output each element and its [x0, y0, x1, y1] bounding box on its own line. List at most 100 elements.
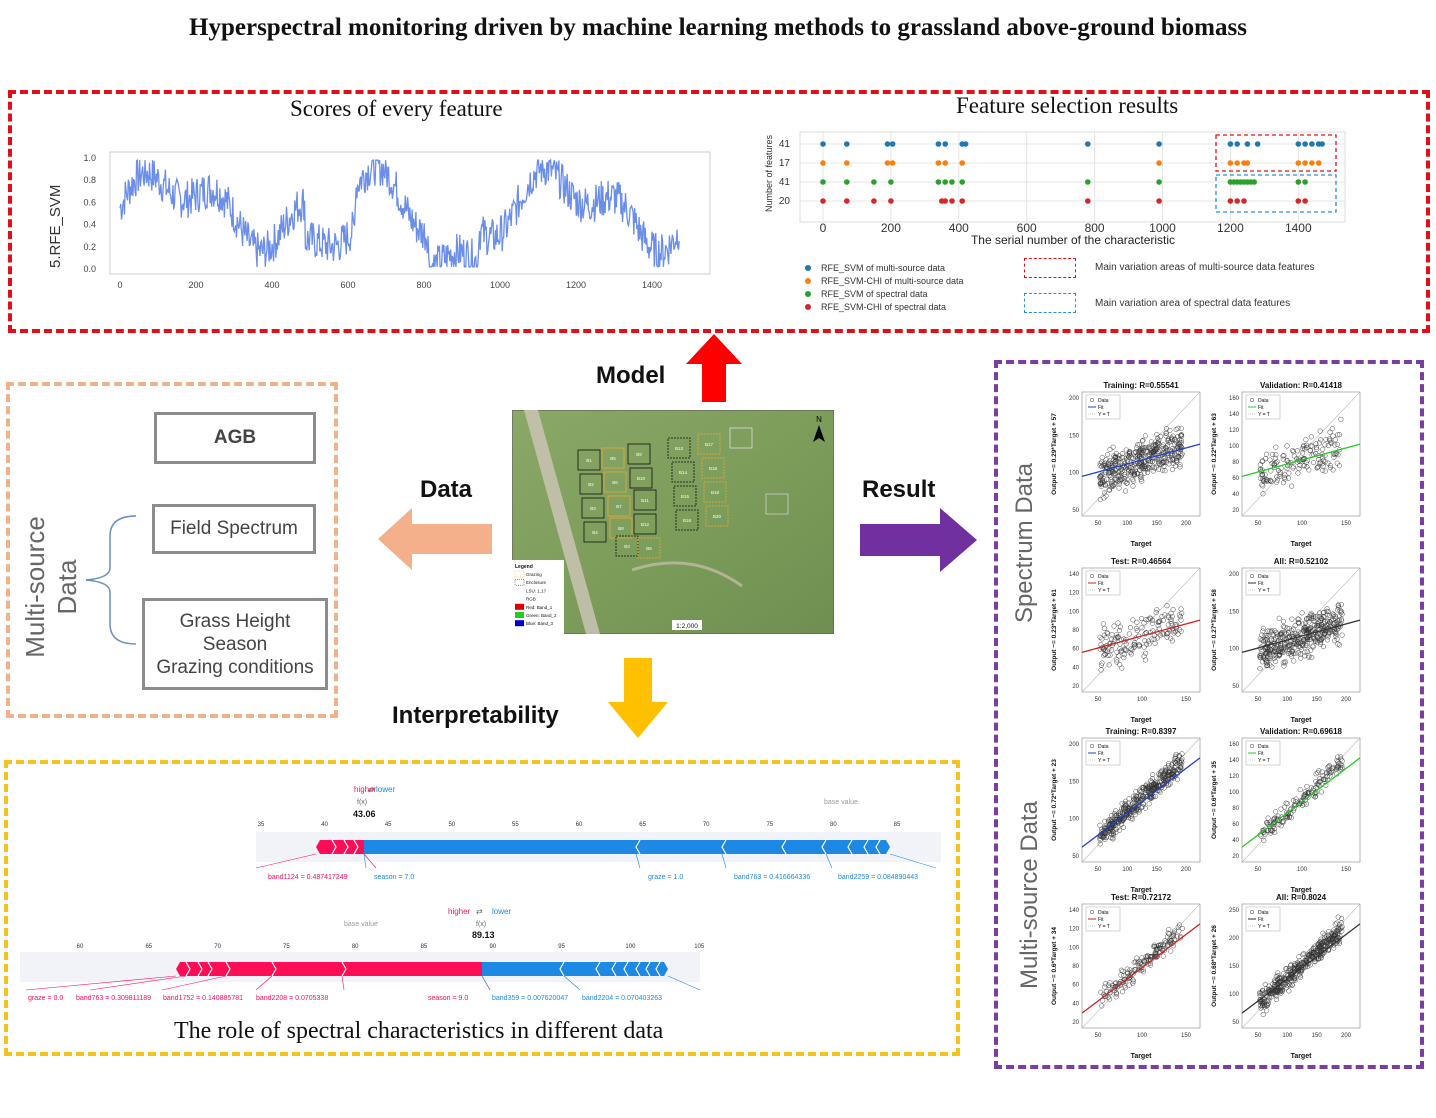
regression-point [1334, 451, 1340, 457]
fs-xlabel: The serial number of the characteristic [971, 233, 1175, 247]
regression-point [1322, 442, 1328, 448]
regression-legend-yt: Y = T [1098, 412, 1110, 418]
legend-blue-dashed-box [1024, 293, 1076, 313]
regression-point [1108, 474, 1114, 480]
map-plot [729, 427, 753, 449]
regression-point [1336, 432, 1343, 438]
fs-dot [935, 179, 942, 185]
fs-dot [1227, 198, 1234, 204]
fs-dot [820, 198, 826, 204]
regression-point [1278, 984, 1284, 990]
map-plot [765, 493, 789, 515]
regression-point [1313, 441, 1319, 447]
regression-point [1259, 632, 1265, 638]
regression-point [1259, 472, 1265, 478]
fs-dot [820, 160, 826, 166]
regression-ytick: 100 [1069, 945, 1080, 951]
fs-dot [942, 198, 948, 204]
map-plot-label: B3 [624, 544, 630, 549]
regression-point [1299, 642, 1305, 648]
regression-legend-yt: Y = T [1258, 588, 1270, 594]
regression-legend-yt: Y = T [1258, 758, 1270, 764]
regression-legend-yt: Y = T [1098, 588, 1110, 594]
map-plot-label: B16 [683, 518, 692, 523]
regression-point [1301, 951, 1307, 957]
regression-point [1273, 630, 1279, 636]
regression-xlabel: Target [1291, 541, 1313, 548]
shap2-tick: 60 [77, 944, 84, 950]
regression-point [1335, 432, 1341, 438]
fs-dot [888, 179, 894, 185]
regression-point [1177, 935, 1183, 941]
regression-point [1118, 460, 1124, 466]
regression-point [1175, 631, 1181, 637]
regression-point [1308, 647, 1314, 653]
fs-dot [820, 179, 826, 185]
regression-ytick: 150 [1069, 433, 1080, 439]
feature-selection-chart: Number of features 41 17 41 20 0 200 400 600 80… [764, 131, 1346, 247]
regression-point [1149, 776, 1155, 782]
shap2-lower: lower [492, 907, 511, 916]
regression-point [1321, 620, 1327, 626]
map-plot [675, 509, 699, 531]
map-plot-label: B12 [641, 522, 650, 527]
regression-point [1127, 649, 1133, 655]
map-scale: 1:2,000 [676, 623, 698, 630]
result-arrow [860, 508, 977, 572]
regression-point [1151, 636, 1157, 642]
map-plot-label: B6 [646, 546, 652, 551]
regression-point [1326, 629, 1332, 635]
regression-point [1121, 816, 1127, 822]
fs-dot [1227, 141, 1234, 147]
regression-point [1119, 821, 1125, 827]
regression-point [1312, 943, 1318, 949]
regression-point [1301, 463, 1307, 469]
map-plot-label: B11 [641, 498, 649, 503]
regression-point [1143, 641, 1150, 647]
regression-legend-data: Data [1098, 574, 1109, 580]
regression-point [1101, 478, 1108, 484]
regression-point [1097, 634, 1103, 640]
regression-title: All: R=0.8024 [1276, 893, 1327, 902]
map-legend-swatch [515, 603, 524, 610]
regression-plot: Training: R=0.8397 Output ~= 0.72*Target … [1051, 727, 1201, 894]
season-text: Season [202, 634, 268, 655]
regression-point [1122, 798, 1129, 804]
regression-point [1329, 936, 1335, 942]
regression-point [1139, 456, 1145, 462]
regression-point [1113, 980, 1119, 986]
regression-point [1301, 628, 1307, 634]
fs-dot [1085, 141, 1091, 147]
regression-point [1303, 801, 1310, 807]
regression-point [1170, 607, 1176, 613]
regression-point [1295, 650, 1301, 656]
regression-point [1309, 654, 1315, 661]
map-legend-title: Legend [515, 564, 533, 570]
regression-point [1317, 775, 1323, 781]
regression-legend-data-marker [1249, 397, 1255, 403]
regression-point [1112, 454, 1118, 460]
regression-point [1147, 461, 1153, 468]
regression-ytick: 200 [1229, 936, 1240, 942]
regression-point [1264, 633, 1270, 639]
regression-point [1268, 629, 1274, 635]
regression-point [1126, 975, 1133, 981]
regression-point [1138, 792, 1144, 798]
map-plot [627, 443, 651, 465]
regression-point [1159, 467, 1166, 473]
regression-point [1108, 477, 1114, 483]
regression-point [1140, 437, 1146, 443]
regression-point [1296, 456, 1302, 462]
fs-dot [949, 179, 955, 185]
regression-point [1302, 649, 1308, 655]
regression-point [1335, 754, 1341, 760]
regression-xtick: 50 [1255, 697, 1262, 703]
regression-point [1332, 451, 1338, 457]
map-legend-item: Red: Band_1 [526, 605, 553, 610]
regression-point [1274, 474, 1280, 480]
map-plot-label: B6 [612, 480, 618, 485]
regression-point [1265, 821, 1271, 827]
regression-title: Validation: R=0.69618 [1260, 727, 1343, 736]
regression-point [1177, 455, 1183, 461]
regression-point [1157, 618, 1163, 624]
